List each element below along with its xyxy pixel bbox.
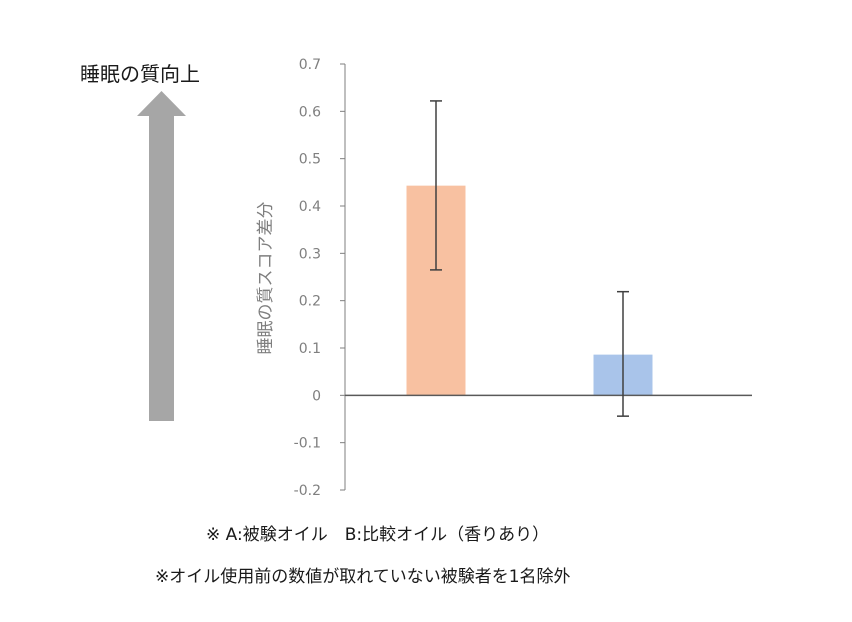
y-tick-label: 0.2 — [299, 294, 321, 310]
y-tick-label: 0.1 — [299, 341, 321, 357]
y-tick-label: -0.2 — [294, 483, 321, 499]
improvement-arrow — [137, 91, 186, 421]
error-bar-b — [617, 290, 629, 417]
y-axis-label: 睡眠の質スコア差分 — [256, 202, 276, 355]
y-tick-label: 0.3 — [299, 246, 321, 262]
arrow-up-icon — [137, 91, 186, 116]
note-line-1: ※ A:被験オイル B:比較オイル（香りあり） — [206, 525, 549, 545]
y-tick-label: 0 — [312, 388, 321, 404]
y-tick-label: 0.6 — [299, 104, 321, 120]
error-bar-a — [430, 100, 442, 271]
arrow-shaft — [149, 114, 174, 421]
y-tick-label: 0.4 — [299, 199, 321, 215]
y-ticks-layer: 0.7 0.6 0.5 0.4 0.3 0.2 0.1 0 -0.1 -0.2 — [294, 57, 345, 499]
y-tick-label: -0.1 — [294, 436, 321, 452]
y-tick-label: 0.7 — [299, 57, 321, 73]
direction-label: 睡眠の質向上 — [80, 62, 200, 86]
bars-layer — [406, 185, 653, 396]
note-line-2: ※オイル使用前の数値が取れていない被験者を1名除外 — [155, 566, 571, 587]
axes-layer — [344, 64, 752, 490]
errorbars-layer — [430, 100, 629, 417]
y-tick-label: 0.5 — [299, 152, 321, 168]
